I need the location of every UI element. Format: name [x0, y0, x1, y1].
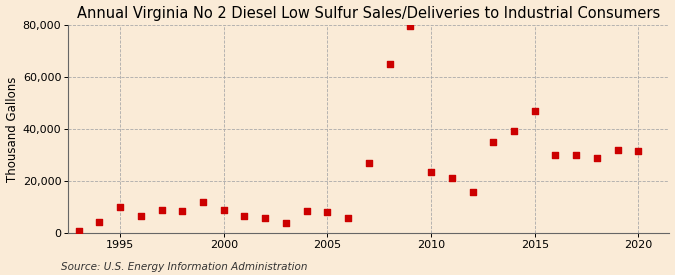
- Point: [426, 170, 437, 174]
- Point: [260, 215, 271, 220]
- Point: [301, 209, 312, 213]
- Point: [74, 229, 84, 234]
- Point: [488, 140, 499, 144]
- Y-axis label: Thousand Gallons: Thousand Gallons: [5, 76, 18, 182]
- Point: [571, 153, 582, 157]
- Point: [239, 214, 250, 219]
- Point: [405, 24, 416, 28]
- Point: [115, 205, 126, 209]
- Point: [384, 61, 395, 66]
- Point: [343, 215, 354, 220]
- Point: [467, 189, 478, 194]
- Point: [322, 210, 333, 214]
- Point: [281, 221, 292, 225]
- Text: Source: U.S. Energy Information Administration: Source: U.S. Energy Information Administ…: [61, 262, 307, 272]
- Point: [591, 155, 602, 160]
- Point: [508, 129, 519, 134]
- Point: [363, 161, 374, 165]
- Point: [529, 108, 540, 113]
- Point: [633, 149, 644, 153]
- Point: [94, 219, 105, 224]
- Point: [612, 148, 623, 152]
- Point: [136, 214, 146, 219]
- Point: [218, 208, 229, 212]
- Point: [446, 176, 457, 181]
- Point: [198, 200, 209, 204]
- Point: [177, 209, 188, 213]
- Title: Annual Virginia No 2 Diesel Low Sulfur Sales/Deliveries to Industrial Consumers: Annual Virginia No 2 Diesel Low Sulfur S…: [77, 6, 661, 21]
- Point: [156, 208, 167, 212]
- Point: [550, 153, 561, 157]
